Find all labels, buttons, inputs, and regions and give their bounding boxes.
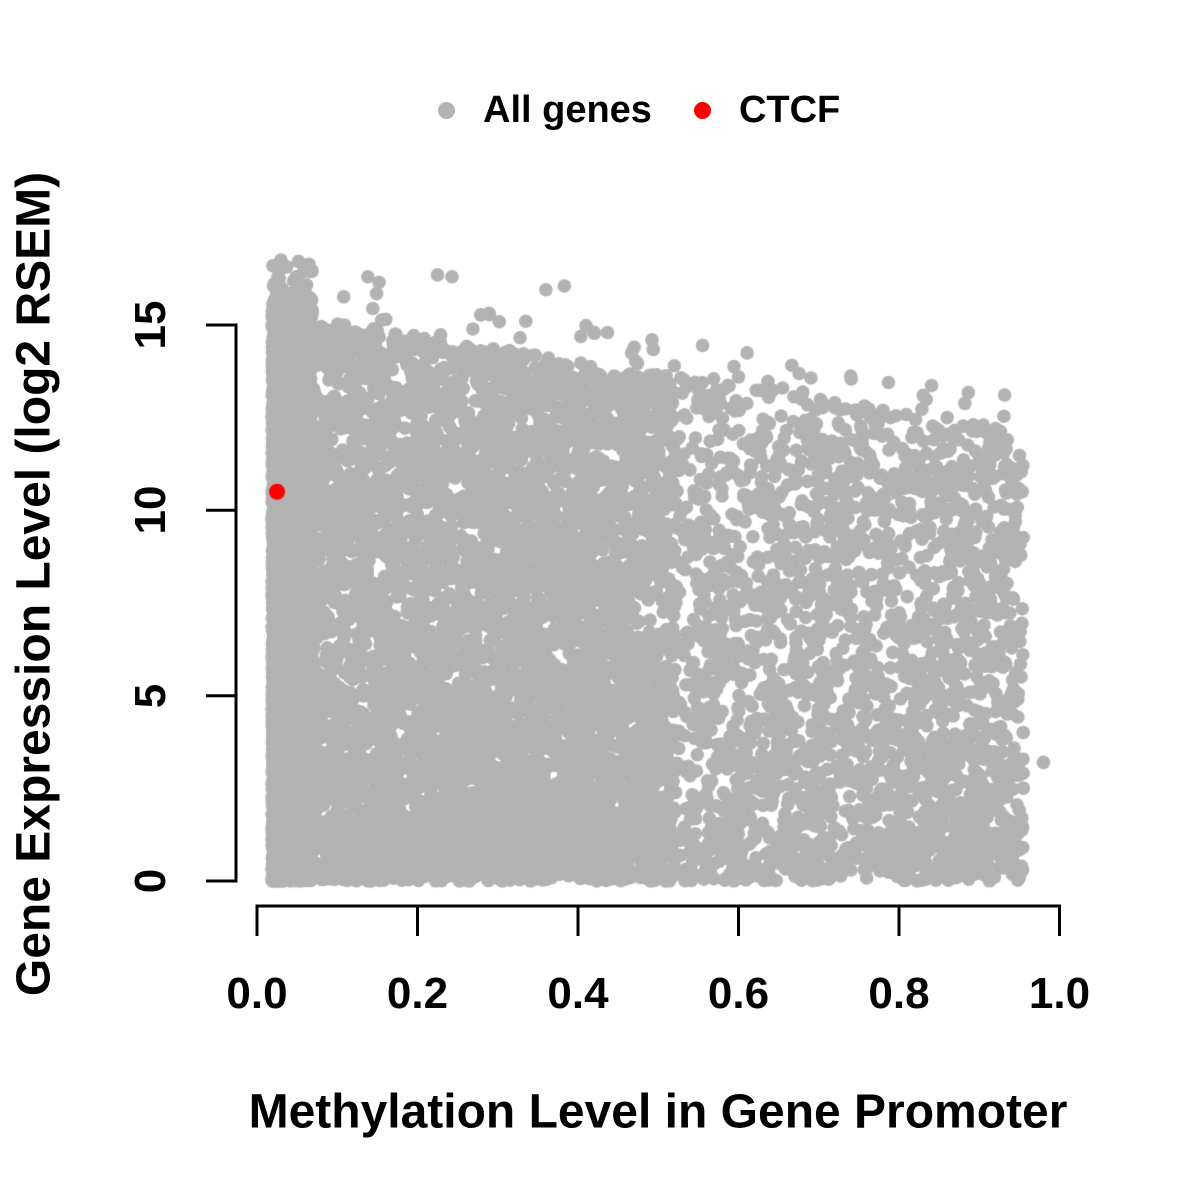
x-tick-label-0.2: 0.2 bbox=[386, 969, 449, 1018]
x-tick-label-0.8: 0.8 bbox=[868, 969, 930, 1018]
x-tick-label-0.4: 0.4 bbox=[547, 969, 609, 1018]
all-genes-marker-icon bbox=[438, 101, 455, 119]
x-tick-label-0.6: 0.6 bbox=[707, 969, 770, 1018]
x-tick-label-0.0: 0.0 bbox=[226, 969, 288, 1018]
x-axis-title: Methylation Level in Gene Promoter bbox=[248, 1085, 1068, 1139]
legend-label-ctcf: CTCF bbox=[738, 88, 841, 131]
y-axis-ticks bbox=[206, 323, 236, 883]
x-tick-label-1.0: 1.0 bbox=[1028, 969, 1091, 1018]
y-tick-label-15: 15 bbox=[126, 300, 175, 350]
legend: All genes CTCF bbox=[438, 84, 840, 136]
legend-item-ctcf: CTCF bbox=[693, 88, 841, 132]
y-axis-title: Gene Expression Level (log2 RSEM) bbox=[7, 171, 61, 997]
y-tick-label-10: 10 bbox=[126, 485, 175, 535]
ctcf-marker-icon bbox=[693, 101, 711, 119]
legend-label-all-genes: All genes bbox=[483, 88, 652, 131]
y-tick-label-0: 0 bbox=[126, 868, 175, 894]
legend-item-all-genes: All genes bbox=[438, 89, 652, 132]
x-axis-ticks bbox=[255, 906, 1061, 936]
y-tick-label-5: 5 bbox=[126, 683, 175, 708]
